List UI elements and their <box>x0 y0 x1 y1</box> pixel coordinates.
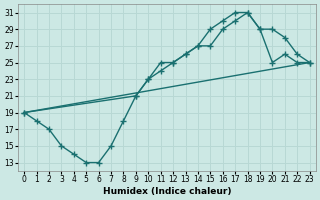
X-axis label: Humidex (Indice chaleur): Humidex (Indice chaleur) <box>103 187 231 196</box>
